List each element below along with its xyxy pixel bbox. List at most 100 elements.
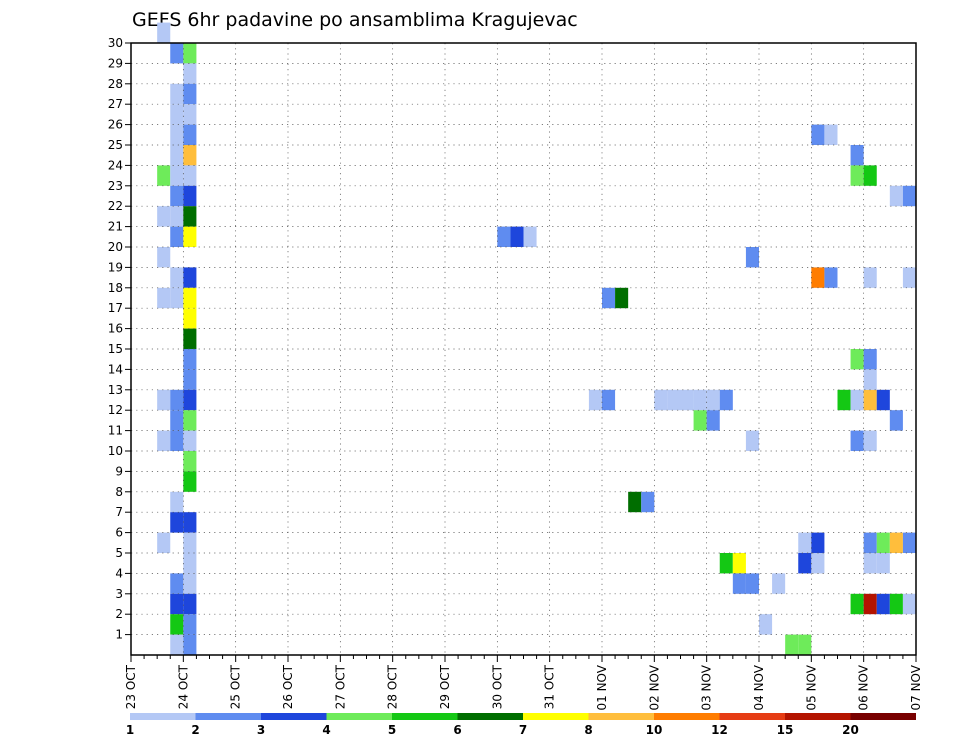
y-tick-label: 17: [108, 301, 123, 315]
heatmap-cell: [170, 267, 184, 288]
y-tick-label: 12: [108, 403, 123, 417]
heatmap-cell: [497, 226, 511, 247]
heatmap-cell: [811, 532, 825, 553]
heatmap-cell: [876, 593, 890, 615]
heatmap-cell: [654, 389, 668, 411]
heatmap-cells: [157, 22, 916, 655]
x-axis: 23 OCT 24 OCT 25 OCT 26 OCT 27 OCT 28 OCT 29 O…: [124, 655, 923, 711]
x-tick-label: 07 NOV: [909, 664, 923, 710]
heatmap-cell: [863, 553, 877, 574]
heatmap-cell: [693, 410, 707, 431]
heatmap-cell: [170, 634, 184, 655]
y-axis: 1234567891011121314151617181920212223242…: [108, 36, 131, 642]
heatmap-cell: [889, 593, 903, 615]
heatmap-cell: [745, 573, 759, 594]
heatmap-cell: [902, 267, 916, 288]
x-tick-label: 02 NOV: [647, 664, 661, 710]
colorbar-swatch: [850, 713, 916, 720]
y-tick-label: 2: [115, 607, 123, 621]
colorbar-label: 8: [584, 723, 592, 737]
heatmap-cell: [863, 165, 877, 186]
colorbar-swatch: [261, 713, 327, 720]
y-tick-label: 30: [108, 36, 123, 50]
y-tick-label: 24: [108, 158, 123, 172]
y-tick-label: 27: [108, 97, 123, 111]
heatmap-cell: [183, 553, 197, 574]
colorbar-label: 1: [126, 723, 134, 737]
colorbar-swatch: [195, 713, 261, 720]
heatmap-cell: [510, 226, 524, 247]
colorbar-label: 10: [646, 723, 663, 737]
x-tick-label: 03 NOV: [700, 664, 714, 710]
heatmap-cell: [641, 491, 655, 513]
heatmap-cell: [183, 83, 197, 105]
y-tick-label: 25: [108, 138, 123, 152]
y-tick-label: 28: [108, 77, 123, 91]
x-tick-label: 28 OCT: [386, 664, 400, 709]
colorbar-label: 2: [191, 723, 199, 737]
heatmap-cell: [863, 430, 877, 451]
heatmap-cell: [523, 226, 537, 247]
y-tick-label: 22: [108, 199, 123, 213]
heatmap-cell: [837, 389, 851, 411]
colorbar-swatch: [130, 713, 196, 720]
heatmap-cell: [170, 206, 184, 227]
heatmap-cell: [667, 389, 681, 411]
heatmap-cell: [183, 369, 197, 390]
heatmap-cell: [706, 389, 720, 411]
heatmap-cell: [183, 614, 197, 635]
heatmap-cell: [850, 145, 864, 166]
heatmap-cell: [183, 287, 197, 309]
y-tick-label: 13: [108, 383, 123, 397]
y-tick-label: 9: [115, 464, 123, 478]
heatmap-cell: [889, 532, 903, 553]
heatmap-cell: [183, 634, 197, 655]
colorbar-label: 3: [257, 723, 265, 737]
heatmap-cell: [183, 410, 197, 431]
heatmap-cell: [170, 165, 184, 186]
y-tick-label: 19: [108, 260, 123, 274]
x-tick-label: 05 NOV: [804, 664, 818, 710]
heatmap-cell: [183, 206, 197, 227]
y-tick-label: 21: [108, 220, 123, 234]
heatmap-cell: [183, 430, 197, 451]
heatmap-cell: [170, 614, 184, 635]
heatmap-cell: [157, 165, 171, 186]
heatmap-cell: [183, 471, 197, 492]
heatmap-cell: [706, 410, 720, 431]
y-tick-label: 20: [108, 240, 123, 254]
chart-title: GEFS 6hr padavine po ansamblima Kragujev…: [132, 9, 578, 31]
heatmap-cell: [798, 553, 812, 574]
heatmap-cell: [759, 614, 773, 635]
heatmap-cell: [876, 389, 890, 411]
colorbar-swatch: [392, 713, 458, 720]
y-tick-label: 16: [108, 322, 123, 336]
heatmap-cell: [602, 389, 616, 411]
heatmap-cell: [183, 532, 197, 553]
x-tick-label: 25 OCT: [229, 664, 243, 709]
heatmap-cell: [157, 206, 171, 227]
heatmap-cell: [863, 389, 877, 411]
heatmap-cell: [183, 512, 197, 533]
colorbar-label: 5: [388, 723, 396, 737]
grid-lines: [131, 42, 916, 655]
y-tick-label: 26: [108, 118, 123, 132]
x-tick-label: 01 NOV: [595, 664, 609, 710]
heatmap-cell: [588, 389, 602, 411]
heatmap-cell: [157, 532, 171, 553]
heatmap-cell: [889, 185, 903, 207]
heatmap-cell: [863, 349, 877, 370]
heatmap-cell: [732, 573, 746, 594]
heatmap-cell: [628, 491, 642, 513]
heatmap-cell: [850, 389, 864, 411]
heatmap-cell: [170, 389, 184, 411]
colorbar-label: 20: [842, 723, 859, 737]
heatmap-cell: [183, 185, 197, 207]
heatmap-cell: [170, 185, 184, 207]
heatmap-cell: [785, 634, 799, 655]
heatmap-cell: [863, 532, 877, 553]
heatmap-cell: [602, 287, 616, 309]
heatmap-cell: [824, 124, 838, 145]
heatmap-cell: [183, 267, 197, 288]
heatmap-cell: [170, 593, 184, 615]
